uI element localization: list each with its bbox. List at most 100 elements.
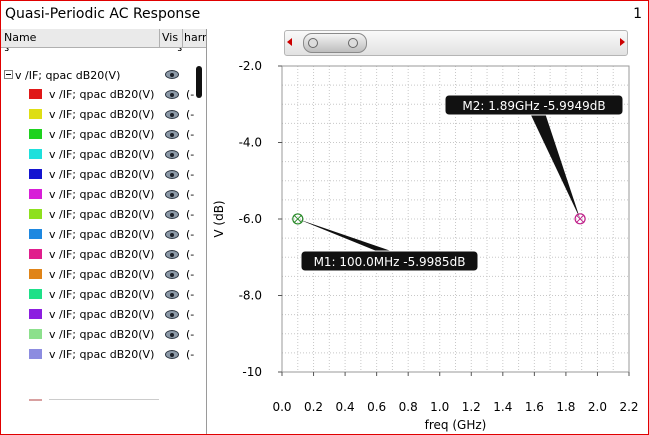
trace-row[interactable]: v /IF; qpac dB20(V) (- [1, 225, 206, 245]
trace-row[interactable]: v /IF; qpac dB20(V) (- [1, 245, 206, 265]
trace-color-swatch[interactable] [29, 189, 42, 199]
visibility-eye-icon[interactable] [165, 70, 179, 79]
trace-harmonic: (- [186, 148, 195, 161]
marker-label: M1: 100.0MHz -5.9985dB [314, 255, 466, 269]
x-tick-label: 0.0 [272, 400, 291, 414]
trace-harmonic: (- [186, 328, 195, 341]
x-tick-label: 1.2 [462, 400, 481, 414]
visibility-eye-icon[interactable] [165, 90, 179, 99]
y-tick-label: -8.0 [239, 289, 262, 303]
y-tick-label: -6.0 [239, 212, 262, 226]
zoom-slider-thumb[interactable] [303, 33, 367, 53]
marker-pointer [530, 113, 581, 219]
grip-left-icon[interactable] [308, 38, 318, 48]
column-header-vis[interactable]: Vis [162, 31, 179, 44]
trace-row[interactable]: v /IF; qpac dB20(V) (- [1, 105, 206, 125]
trace-color-swatch[interactable] [29, 269, 42, 279]
y-tick-label: -4.0 [239, 136, 262, 150]
marker-point[interactable] [292, 213, 304, 225]
trace-color-swatch[interactable] [29, 89, 42, 99]
scroll-right-icon[interactable] [620, 38, 625, 46]
marker-cross [293, 214, 303, 224]
column-header-harm[interactable]: harm [184, 31, 206, 44]
visibility-eye-icon[interactable] [165, 310, 179, 319]
trace-label: v /IF; qpac dB20(V) [49, 148, 155, 161]
visibility-eye-icon[interactable] [165, 130, 179, 139]
scroll-left-icon[interactable] [287, 38, 292, 46]
trace-harmonic: (- [186, 168, 195, 181]
visibility-eye-icon[interactable] [165, 170, 179, 179]
trace-row[interactable]: v /IF; qpac dB20(V) (- [1, 285, 206, 305]
trace-harmonic: (- [186, 228, 195, 241]
subwindow-number[interactable]: 1 [633, 6, 642, 22]
window-title: Quasi-Periodic AC Response [5, 6, 201, 22]
grip-right-icon[interactable] [348, 38, 358, 48]
trace-color-swatch[interactable] [29, 289, 42, 299]
trace-color-swatch[interactable] [29, 229, 42, 239]
tree-parent-node[interactable]: v /IF; qpac dB20(V) [1, 67, 206, 85]
trace-label: v /IF; qpac dB20(V) [49, 328, 155, 341]
trace-color-swatch[interactable] [29, 129, 42, 139]
visibility-eye-icon[interactable] [165, 230, 179, 239]
scrollbar-thumb[interactable] [196, 66, 202, 98]
trace-harmonic: (- [186, 208, 195, 221]
trace-row[interactable]: v /IF; qpac dB20(V) (- [1, 125, 206, 145]
trace-color-swatch[interactable] [29, 169, 42, 179]
visibility-eye-icon[interactable] [165, 110, 179, 119]
marker-point[interactable] [574, 213, 586, 225]
visibility-eye-icon[interactable] [165, 250, 179, 259]
x-tick-label: 1.6 [525, 400, 544, 414]
trace-row[interactable]: v /IF; qpac dB20(V) (- [1, 345, 206, 365]
trace-browser-panel: Name Vis harm §§ v /IF; qpac dB20(V) v /… [1, 29, 207, 434]
y-tick-label: -10 [242, 365, 262, 379]
x-tick-label: 0.2 [304, 400, 323, 414]
horizontal-zoom-scrollbar[interactable] [284, 30, 628, 56]
trace-color-swatch[interactable] [29, 309, 42, 319]
x-tick-label: 2.2 [619, 400, 638, 414]
visibility-eye-icon[interactable] [165, 270, 179, 279]
trace-label: v /IF; qpac dB20(V) [49, 88, 155, 101]
visibility-eye-icon[interactable] [165, 190, 179, 199]
x-tick-label: 0.8 [399, 400, 418, 414]
trace-label: v /IF; qpac dB20(V) [49, 208, 155, 221]
visibility-eye-icon[interactable] [165, 350, 179, 359]
trace-label: v /IF; qpac dB20(V) [49, 228, 155, 241]
trace-label: v /IF; qpac dB20(V) [49, 308, 155, 321]
trace-row[interactable]: v /IF; qpac dB20(V) (- [1, 305, 206, 325]
trace-row[interactable]: v /IF; qpac dB20(V) (- [1, 265, 206, 285]
visibility-eye-icon[interactable] [165, 150, 179, 159]
trace-color-swatch[interactable] [29, 329, 42, 339]
trace-row[interactable]: v /IF; qpac dB20(V) (- [1, 205, 206, 225]
trace-color-swatch[interactable] [29, 209, 42, 219]
tree-parent-label: v /IF; qpac dB20(V) [15, 69, 121, 82]
column-header-name[interactable]: Name [4, 31, 37, 44]
visibility-eye-icon[interactable] [165, 330, 179, 339]
trace-label: v /IF; qpac dB20(V) [49, 168, 155, 181]
marker-callout-box[interactable] [444, 94, 624, 116]
trace-row[interactable]: v /IF; qpac dB20(V) (- [1, 185, 206, 205]
column-headers: Name Vis harm [1, 29, 206, 48]
trace-label: v /IF; qpac dB20(V) [49, 288, 155, 301]
clipped-row: §§ [1, 48, 206, 52]
trace-list: v /IF; qpac dB20(V) (- v /IF; qpac dB20(V)… [1, 85, 206, 365]
trace-row[interactable]: v /IF; qpac dB20(V) (- [1, 145, 206, 165]
trace-harmonic: (- [186, 268, 195, 281]
marker-label: M2: 1.89GHz -5.9949dB [462, 99, 605, 113]
marker-callout-box[interactable] [300, 250, 479, 272]
trace-row[interactable]: v /IF; qpac dB20(V) (- [1, 85, 206, 105]
trace-row[interactable]: v /IF; qpac dB20(V) (- [1, 165, 206, 185]
visibility-eye-icon[interactable] [165, 210, 179, 219]
x-tick-label: 1.8 [556, 400, 575, 414]
trace-color-swatch[interactable] [29, 149, 42, 159]
trace-harmonic: (- [186, 188, 195, 201]
trace-color-swatch[interactable] [29, 349, 42, 359]
collapse-toggle-icon[interactable] [4, 70, 13, 79]
trace-color-swatch[interactable] [29, 249, 42, 259]
title-bar: Quasi-Periodic AC Response 1 [1, 1, 648, 29]
trace-row[interactable]: v /IF; qpac dB20(V) (- [1, 325, 206, 345]
trace-color-swatch[interactable] [29, 109, 42, 119]
marker-pointer [297, 218, 401, 261]
visibility-eye-icon[interactable] [165, 290, 179, 299]
trace-label: v /IF; qpac dB20(V) [49, 348, 155, 361]
